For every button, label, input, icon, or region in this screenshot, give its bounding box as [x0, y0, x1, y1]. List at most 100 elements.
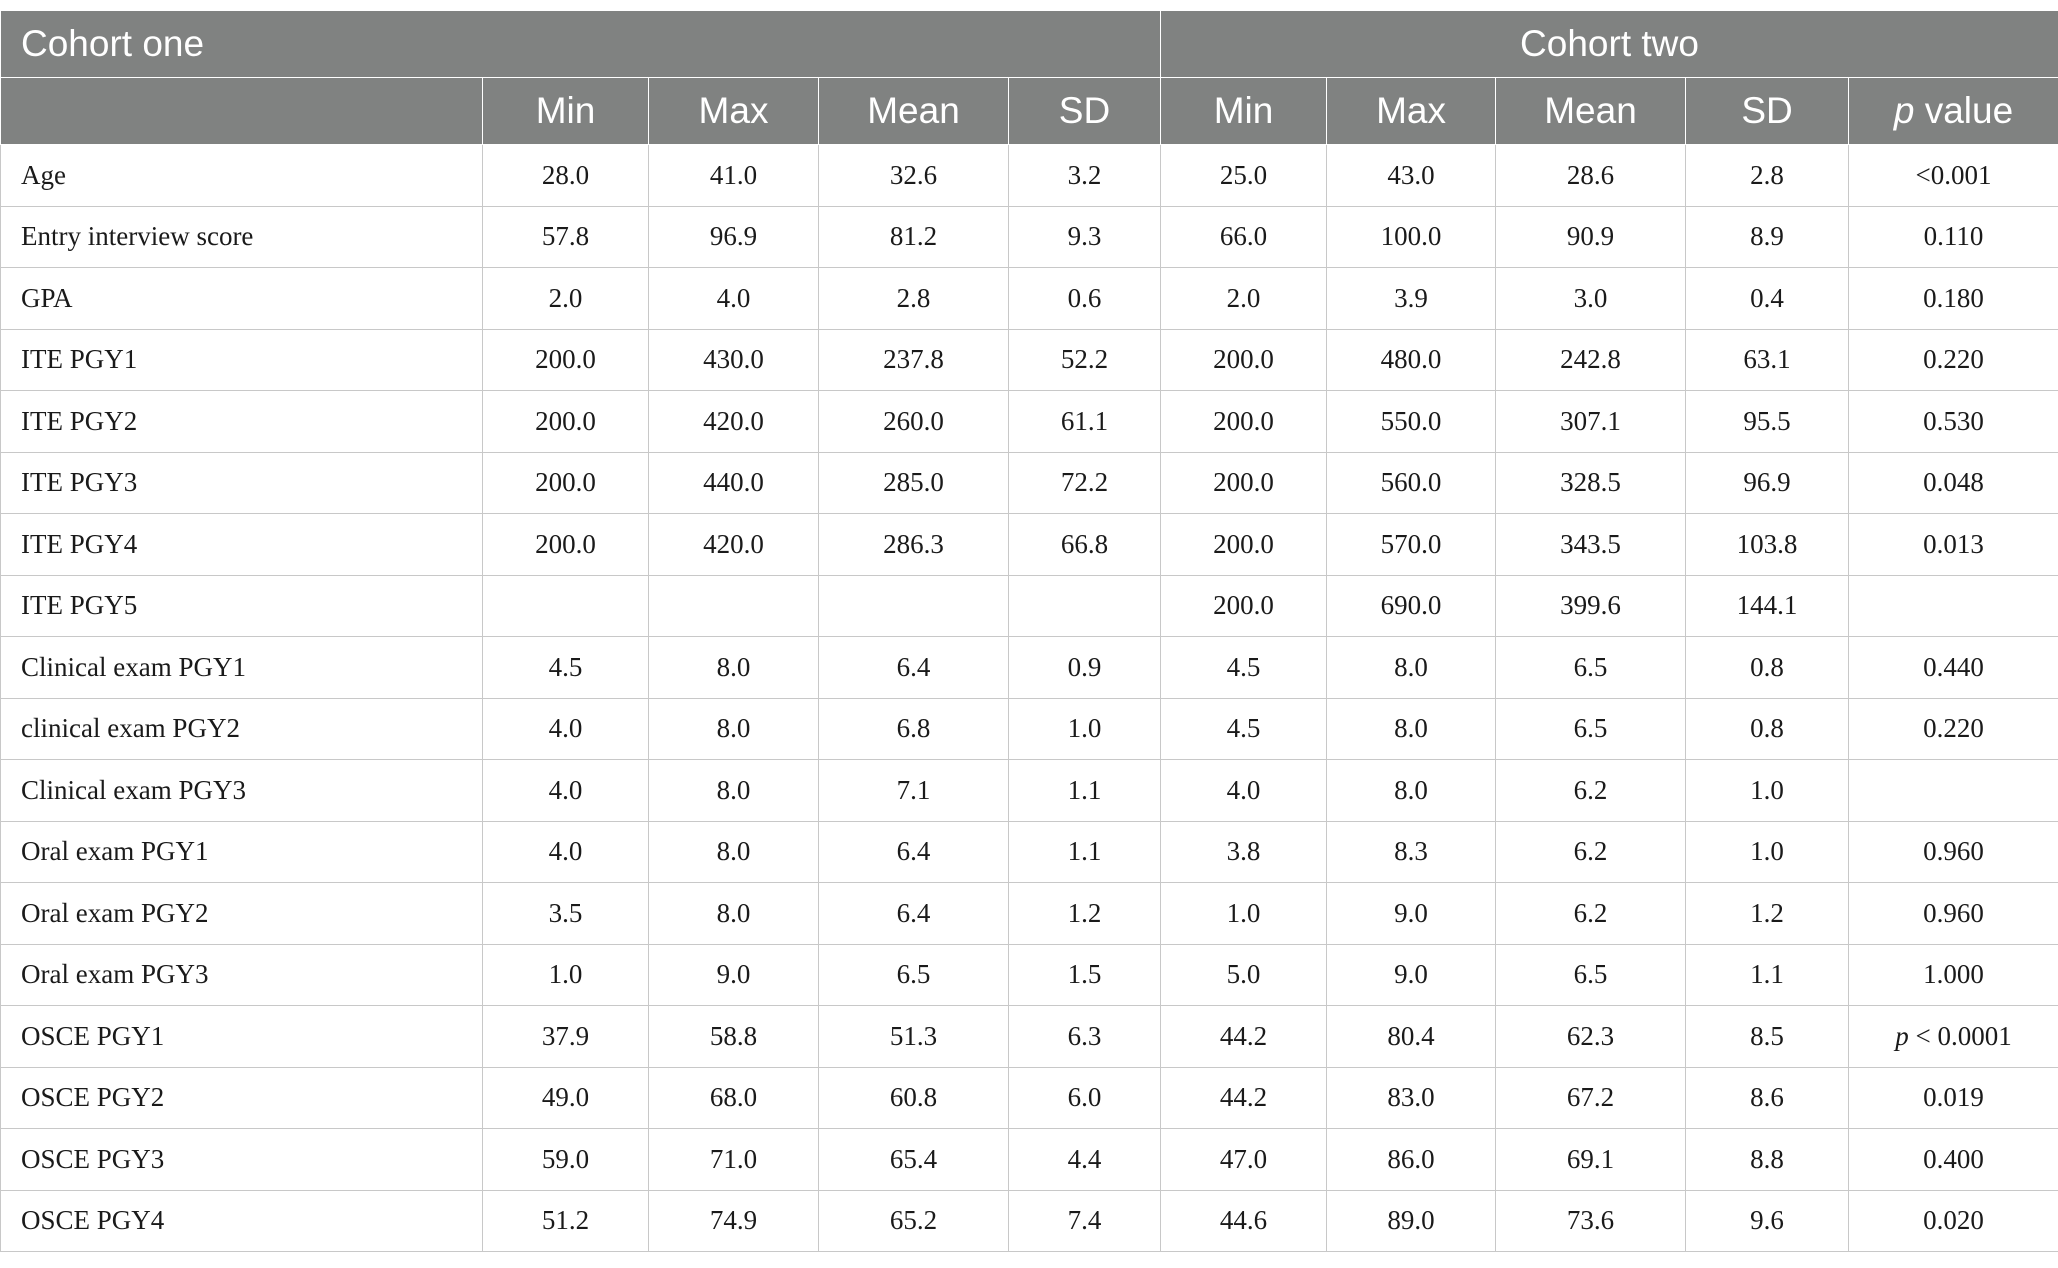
cohort-one-sd-header: SD — [1007, 77, 1162, 145]
p-value-cell: 0.110 — [1848, 205, 2058, 268]
cohort-one-mean-cell: 260.0 — [818, 390, 1009, 453]
p-value-cell: 0.013 — [1848, 513, 2058, 576]
row-label: Age — [0, 144, 483, 207]
cohort-two-sd-cell: 144.1 — [1685, 574, 1850, 637]
cohort-two-max-cell: 43.0 — [1326, 144, 1497, 207]
cohort-one-max-cell: 420.0 — [648, 513, 819, 576]
cohort-one-mean-cell: 65.2 — [818, 1189, 1009, 1252]
cohort-two-max-cell: 480.0 — [1326, 328, 1497, 391]
cohort-comparison-table: Cohort one Cohort two Min Max Mean SD Mi… — [0, 10, 2058, 1252]
cohort-two-mean-cell: 6.5 — [1495, 636, 1687, 699]
row-label: OSCE PGY3 — [0, 1128, 483, 1191]
row-label: ITE PGY3 — [0, 451, 483, 514]
row-label: Oral exam PGY2 — [0, 882, 483, 945]
cohort-two-sd-cell: 1.1 — [1685, 943, 1850, 1006]
row-label: ITE PGY5 — [0, 574, 483, 637]
cohort-two-mean-cell: 73.6 — [1495, 1189, 1687, 1252]
cohort-two-max-cell: 8.0 — [1326, 759, 1497, 822]
row-label: GPA — [0, 267, 483, 330]
cohort-two-min-cell: 200.0 — [1160, 328, 1328, 391]
cohort-two-max-cell: 3.9 — [1326, 267, 1497, 330]
cohort-two-mean-cell: 6.5 — [1495, 697, 1687, 760]
cohort-one-max-header: Max — [648, 77, 819, 145]
cohort-one-mean-cell: 285.0 — [818, 451, 1009, 514]
cohort-two-max-cell: 86.0 — [1326, 1128, 1497, 1191]
cohort-one-max-cell: 9.0 — [648, 943, 819, 1006]
cohort-one-sd-cell: 7.4 — [1007, 1189, 1162, 1252]
cohort-one-mean-cell: 81.2 — [818, 205, 1009, 268]
cohort-one-mean-cell: 6.4 — [818, 882, 1009, 945]
cohort-two-max-header: Max — [1326, 77, 1497, 145]
table-row: Oral exam PGY3 1.0 9.0 6.5 1.5 5.0 9.0 6.5 1.1 1.… — [0, 943, 2058, 1006]
cohort-one-max-cell: 96.9 — [648, 205, 819, 268]
p-value-header: p value — [1848, 77, 2058, 145]
cohort-two-sd-cell: 63.1 — [1685, 328, 1850, 391]
row-label: OSCE PGY2 — [0, 1066, 483, 1129]
p-value-cell: 0.400 — [1848, 1128, 2058, 1191]
cohort-two-sd-cell: 8.6 — [1685, 1066, 1850, 1129]
cohort-one-max-cell: 8.0 — [648, 636, 819, 699]
row-label: ITE PGY4 — [0, 513, 483, 576]
cohort-two-max-cell: 550.0 — [1326, 390, 1497, 453]
p-value-cell: 0.530 — [1848, 390, 2058, 453]
cohort-one-sd-cell: 1.1 — [1007, 820, 1162, 883]
cohort-two-mean-cell: 6.5 — [1495, 943, 1687, 1006]
p-value-cell: 0.180 — [1848, 267, 2058, 330]
p-value-cell: 0.220 — [1848, 328, 2058, 391]
cohort-one-sd-cell: 4.4 — [1007, 1128, 1162, 1191]
row-label: OSCE PGY1 — [0, 1005, 483, 1068]
cohort-one-mean-cell: 60.8 — [818, 1066, 1009, 1129]
cohort-one-mean-cell: 286.3 — [818, 513, 1009, 576]
cohort-two-mean-cell: 343.5 — [1495, 513, 1687, 576]
cohort-one-min-cell: 3.5 — [482, 882, 649, 945]
p-value-cell: 0.020 — [1848, 1189, 2058, 1252]
p-value-italic-p: p — [1895, 1020, 1909, 1051]
cohort-one-min-cell: 28.0 — [482, 144, 649, 207]
cohort-two-mean-cell: 62.3 — [1495, 1005, 1687, 1068]
cohort-one-max-cell: 420.0 — [648, 390, 819, 453]
table-row: Clinical exam PGY3 4.0 8.0 7.1 1.1 4.0 8.0 6.2 1… — [0, 759, 2058, 822]
table-row: OSCE PGY3 59.0 71.0 65.4 4.4 47.0 86.0 69.1 8.8 0… — [0, 1128, 2058, 1191]
cohort-one-mean-cell: 6.8 — [818, 697, 1009, 760]
row-label: ITE PGY1 — [0, 328, 483, 391]
cohort-one-max-cell: 8.0 — [648, 759, 819, 822]
cohort-one-max-cell: 4.0 — [648, 267, 819, 330]
cohort-two-min-cell: 47.0 — [1160, 1128, 1328, 1191]
cohort-one-mean-cell — [818, 574, 1009, 637]
cohort-one-mean-cell: 7.1 — [818, 759, 1009, 822]
table-row: OSCE PGY4 51.2 74.9 65.2 7.4 44.6 89.0 73.6 9.6 0… — [0, 1189, 2058, 1252]
p-value-cell: 1.000 — [1848, 943, 2058, 1006]
cohort-one-min-cell — [482, 574, 649, 637]
table-header: Cohort one Cohort two Min Max Mean SD Mi… — [0, 10, 2058, 145]
cohort-two-max-cell: 83.0 — [1326, 1066, 1497, 1129]
cohort-one-min-cell: 59.0 — [482, 1128, 649, 1191]
row-label: clinical exam PGY2 — [0, 697, 483, 760]
cohort-two-max-cell: 9.0 — [1326, 943, 1497, 1006]
cohort-two-min-header: Min — [1160, 77, 1328, 145]
cohort-one-min-header: Min — [482, 77, 649, 145]
table-row: ITE PGY5 200.0 690.0 399.6 144.1 — [0, 574, 2058, 637]
cohort-one-header: Cohort one — [0, 10, 1162, 78]
cohort-two-min-cell: 44.6 — [1160, 1189, 1328, 1252]
cohort-two-min-cell: 25.0 — [1160, 144, 1328, 207]
p-value-cell: 0.960 — [1848, 820, 2058, 883]
cohort-two-sd-header: SD — [1685, 77, 1850, 145]
cohort-two-mean-header: Mean — [1495, 77, 1687, 145]
cohort-one-min-cell: 4.0 — [482, 759, 649, 822]
cohort-two-mean-cell: 328.5 — [1495, 451, 1687, 514]
cohort-two-max-cell: 690.0 — [1326, 574, 1497, 637]
cohort-one-max-cell: 71.0 — [648, 1128, 819, 1191]
cohort-two-mean-cell: 6.2 — [1495, 820, 1687, 883]
table-row: ITE PGY3 200.0 440.0 285.0 72.2 200.0 560.0 328… — [0, 451, 2058, 514]
cohort-one-max-cell: 58.8 — [648, 1005, 819, 1068]
cohort-two-min-cell: 200.0 — [1160, 390, 1328, 453]
p-value-cell: <0.001 — [1848, 144, 2058, 207]
cohort-one-mean-cell: 51.3 — [818, 1005, 1009, 1068]
cohort-two-min-cell: 200.0 — [1160, 574, 1328, 637]
p-value-cell — [1848, 574, 2058, 637]
cohort-one-min-cell: 51.2 — [482, 1189, 649, 1252]
cohort-one-min-cell: 4.5 — [482, 636, 649, 699]
row-label: Oral exam PGY3 — [0, 943, 483, 1006]
cohort-one-min-cell: 49.0 — [482, 1066, 649, 1129]
cohort-one-min-cell: 4.0 — [482, 820, 649, 883]
